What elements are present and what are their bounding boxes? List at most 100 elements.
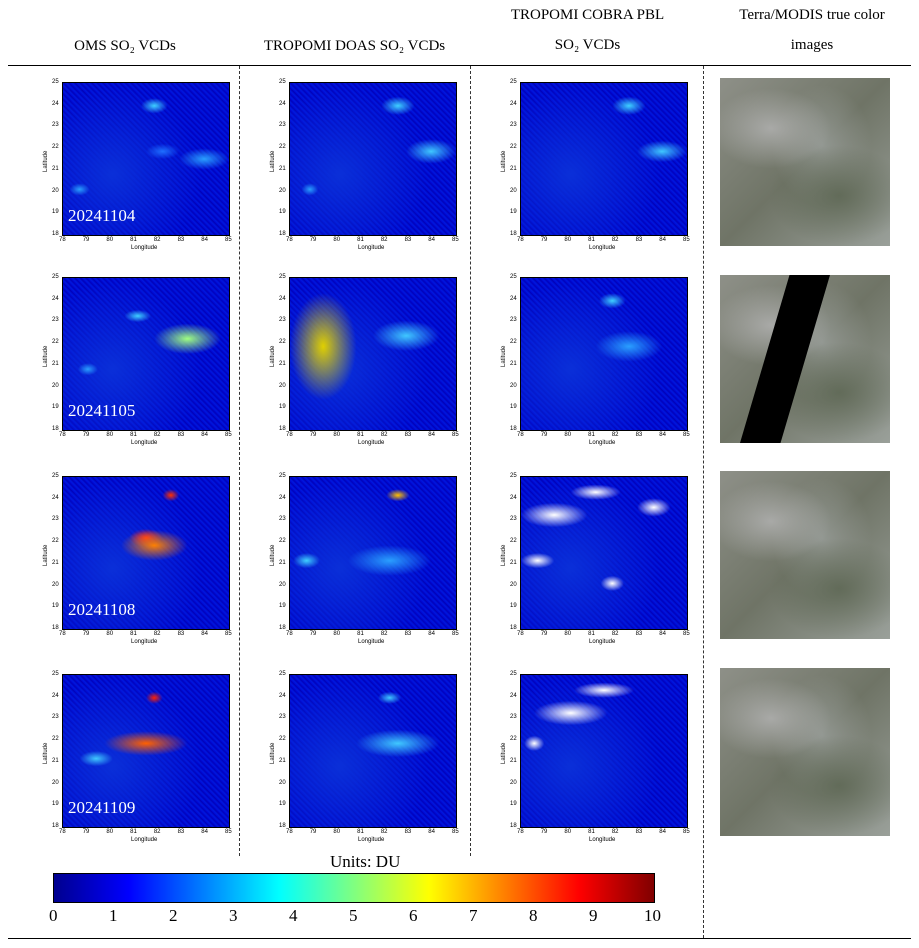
y-tick-label: 24 (52, 692, 59, 699)
x-tick-label: 83 (404, 631, 412, 637)
so2-heatmap (62, 82, 230, 236)
x-tick-label: 80 (333, 631, 341, 637)
y-axis-label: Latitude (270, 742, 276, 764)
colorbar-tick-label: 10 (644, 906, 661, 925)
y-tick-label: 22 (279, 538, 286, 545)
x-tick-label: 85 (225, 631, 232, 637)
x-axis-label: Longitude (358, 639, 385, 645)
so2-heatmap (520, 82, 688, 236)
x-tick-label: 85 (683, 631, 690, 637)
header-doas-text: TROPOMI DOAS SO₂ VCDs (263, 38, 446, 54)
header-modis: Terra/MODIS true color images (712, 2, 912, 58)
x-tick-label: 85 (452, 631, 459, 637)
y-tick-label: 21 (510, 757, 517, 764)
x-tick-label: 82 (380, 631, 388, 637)
x-tick-label: 80 (106, 829, 114, 835)
y-tick-label: 25 (52, 671, 59, 677)
y-axis-label: Latitude (43, 742, 49, 764)
header-cobra-line2: SO₂ VCDs (554, 37, 621, 53)
y-tick-label: 25 (52, 274, 59, 280)
divider-2 (470, 66, 471, 856)
y-tick-label: 22 (279, 339, 286, 346)
x-tick-label: 82 (380, 237, 388, 243)
x-tick-label: 83 (177, 631, 185, 637)
x-tick-label: 80 (564, 631, 572, 637)
y-tick-label: 20 (510, 779, 517, 786)
y-tick-label: 19 (279, 209, 286, 216)
divider-3 (703, 66, 704, 938)
y-tick-label: 19 (510, 404, 517, 411)
y-tick-label: 24 (52, 100, 59, 107)
x-tick-label: 83 (177, 237, 185, 243)
modis-true-color-image (720, 668, 890, 836)
y-tick-label: 23 (510, 714, 517, 721)
x-tick-label: 79 (540, 432, 548, 438)
y-tick-label: 19 (279, 801, 286, 808)
x-tick-label: 83 (177, 829, 185, 835)
x-tick-label: 85 (683, 237, 690, 243)
y-axis-label: Latitude (501, 544, 507, 566)
x-tick-label: 78 (517, 432, 524, 438)
y-tick-label: 23 (52, 714, 59, 721)
y-axis-label: Latitude (501, 742, 507, 764)
y-tick-label: 22 (52, 339, 59, 346)
x-axis-label: Longitude (131, 639, 158, 645)
y-tick-label: 23 (510, 122, 517, 129)
x-tick-label: 83 (404, 237, 412, 243)
colorbar-tick-label: 0 (49, 906, 58, 925)
x-tick-label: 78 (517, 829, 524, 835)
y-tick-label: 20 (279, 382, 286, 389)
x-axis-label: Longitude (589, 837, 616, 843)
x-tick-label: 81 (357, 237, 364, 243)
x-tick-label: 79 (309, 631, 317, 637)
y-tick-label: 25 (510, 473, 517, 479)
so2-heatmap (62, 476, 230, 630)
y-tick-label: 24 (279, 100, 286, 107)
y-tick-label: 19 (510, 209, 517, 216)
x-tick-label: 79 (82, 432, 90, 438)
x-tick-label: 82 (611, 237, 619, 243)
x-tick-label: 78 (59, 829, 66, 835)
y-tick-label: 18 (52, 625, 59, 631)
x-tick-label: 80 (106, 237, 114, 243)
modis-true-color-image (720, 78, 890, 246)
colorbar-tick-label: 5 (349, 906, 358, 925)
date-label: 20241108 (68, 600, 136, 619)
y-tick-label: 20 (510, 581, 517, 588)
x-tick-label: 82 (611, 631, 619, 637)
date-label: 20241104 (68, 206, 136, 225)
so2-heatmap (62, 674, 230, 828)
y-tick-label: 23 (279, 516, 286, 523)
y-tick-label: 18 (279, 625, 286, 631)
y-tick-label: 19 (279, 404, 286, 411)
y-tick-label: 20 (52, 187, 59, 194)
y-tick-label: 22 (52, 736, 59, 743)
colorbar-tick-label: 9 (589, 906, 598, 925)
y-tick-label: 21 (279, 165, 286, 172)
x-tick-label: 80 (106, 432, 114, 438)
y-tick-label: 21 (279, 757, 286, 764)
y-tick-label: 21 (52, 757, 59, 764)
y-tick-label: 25 (279, 671, 286, 677)
x-tick-label: 80 (564, 829, 572, 835)
header-oms: OMS SO₂ VCDs (40, 33, 210, 59)
x-tick-label: 82 (380, 829, 388, 835)
y-tick-label: 23 (52, 122, 59, 129)
header-cobra-line1: TROPOMI COBRA PBL (510, 7, 665, 23)
y-tick-label: 25 (510, 79, 517, 85)
y-tick-label: 18 (279, 231, 286, 237)
y-tick-label: 25 (52, 79, 59, 85)
y-tick-label: 24 (279, 692, 286, 699)
y-tick-label: 19 (52, 404, 59, 411)
x-tick-label: 84 (428, 432, 435, 438)
x-tick-label: 78 (59, 237, 66, 243)
y-tick-label: 20 (279, 581, 286, 588)
modis-true-color-image (720, 275, 890, 443)
x-tick-label: 82 (611, 829, 619, 835)
x-tick-label: 84 (659, 432, 666, 438)
x-tick-label: 78 (59, 631, 66, 637)
header-modis-line2: images (790, 37, 834, 53)
x-axis-label: Longitude (589, 245, 616, 251)
y-axis-label: Latitude (501, 150, 507, 172)
bottom-rule (8, 938, 911, 939)
